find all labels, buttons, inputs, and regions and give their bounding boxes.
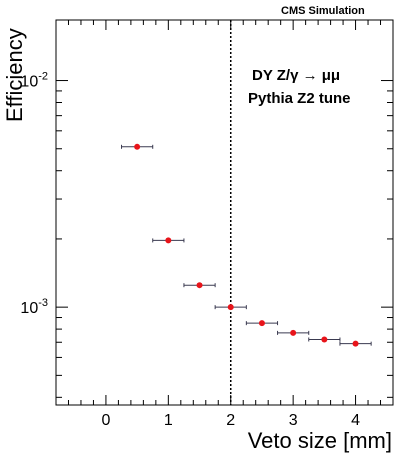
data-point	[290, 329, 297, 336]
data-point	[352, 340, 359, 347]
y-tick-labels: 10-3 10-2	[20, 71, 48, 318]
axis-ticks	[56, 20, 394, 405]
plot-frame	[55, 19, 394, 406]
x-tick-label: 1	[164, 412, 173, 429]
x-tick-labels: 0 1 2 3 4	[101, 412, 360, 429]
data-point	[165, 237, 172, 244]
y-tick-label: 10-3	[20, 297, 48, 317]
x-tick-label: 4	[351, 412, 360, 429]
data-point	[321, 336, 328, 343]
y-axis-title: Efficiency	[2, 28, 27, 122]
x-axis-title: Veto size [mm]	[248, 428, 392, 453]
data-point	[196, 282, 203, 289]
x-tick-label: 2	[226, 412, 235, 429]
data-point	[227, 304, 234, 311]
x-tick-label: 3	[289, 412, 298, 429]
tune-annotation: Pythia Z2 tune	[248, 90, 351, 107]
data-point	[134, 143, 141, 150]
data-series	[121, 143, 372, 347]
x-tick-label: 0	[101, 412, 110, 429]
data-point	[258, 320, 265, 327]
cms-simulation-label: CMS Simulation	[281, 5, 365, 17]
process-annotation: DY Z/γ → μμ	[252, 67, 340, 84]
y-tick-label: 10-2	[20, 71, 48, 91]
